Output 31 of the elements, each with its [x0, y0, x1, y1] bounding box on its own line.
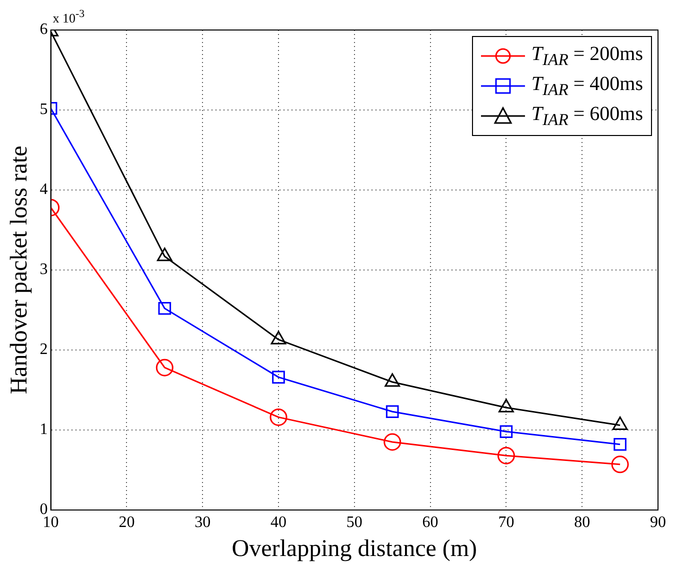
y-tick-label: 6 [40, 21, 48, 38]
x-tick-label: 90 [650, 514, 666, 531]
y-tick-label: 1 [40, 421, 48, 438]
point [270, 408, 288, 426]
point [500, 425, 513, 438]
y-tick-label: 4 [40, 181, 48, 198]
x-tick-label: 20 [118, 514, 135, 531]
x-tick-label: 50 [346, 514, 362, 531]
x-tick-label: 60 [422, 514, 438, 531]
x-tick-label: 70 [498, 514, 514, 531]
x-tick-label: 30 [194, 514, 211, 531]
x-tick-label: 40 [270, 514, 286, 531]
x-tick-label: 10 [42, 514, 59, 531]
point [384, 433, 402, 451]
point [158, 302, 172, 315]
legend-label: T$_{IAR}$ = 200ms [531, 42, 643, 70]
point [614, 438, 626, 451]
point [497, 446, 515, 464]
legend-label: T$_{IAR}$ = 600ms [531, 102, 643, 130]
y-tick-label: 2 [40, 341, 48, 358]
legend-label: T$_{IAR}$ = 400ms [531, 72, 643, 100]
point [156, 358, 174, 376]
point [611, 456, 629, 474]
point [386, 405, 399, 418]
x-axis-title: Overlapping distance (m) [232, 536, 478, 562]
y-tick-label: 3 [40, 261, 48, 278]
x-tick-label: 80 [574, 514, 590, 531]
y-tick-label: 5 [40, 101, 48, 118]
y-axis-title: Handover packet loss rate [6, 146, 33, 394]
point [272, 370, 285, 384]
text: x 10$^{-3}$ [52, 8, 85, 26]
